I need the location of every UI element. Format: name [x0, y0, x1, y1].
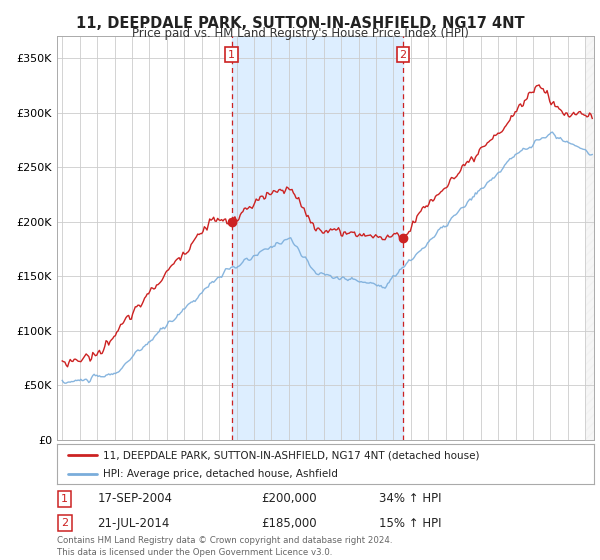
Text: 2: 2 — [61, 518, 68, 528]
Text: 34% ↑ HPI: 34% ↑ HPI — [379, 492, 442, 505]
Bar — [585, 36, 594, 440]
Text: 1: 1 — [61, 494, 68, 503]
Text: 1: 1 — [228, 49, 235, 59]
Text: Price paid vs. HM Land Registry's House Price Index (HPI): Price paid vs. HM Land Registry's House … — [131, 27, 469, 40]
Text: Contains HM Land Registry data © Crown copyright and database right 2024.
This d: Contains HM Land Registry data © Crown c… — [57, 536, 392, 557]
Text: 11, DEEPDALE PARK, SUTTON-IN-ASHFIELD, NG17 4NT (detached house): 11, DEEPDALE PARK, SUTTON-IN-ASHFIELD, N… — [103, 450, 479, 460]
Text: 15% ↑ HPI: 15% ↑ HPI — [379, 516, 442, 530]
Bar — [232, 36, 403, 440]
Text: £200,000: £200,000 — [261, 492, 317, 505]
Text: HPI: Average price, detached house, Ashfield: HPI: Average price, detached house, Ashf… — [103, 469, 338, 479]
Text: 17-SEP-2004: 17-SEP-2004 — [97, 492, 172, 505]
Text: 21-JUL-2014: 21-JUL-2014 — [97, 516, 170, 530]
Text: 2: 2 — [400, 49, 407, 59]
Text: 11, DEEPDALE PARK, SUTTON-IN-ASHFIELD, NG17 4NT: 11, DEEPDALE PARK, SUTTON-IN-ASHFIELD, N… — [76, 16, 524, 31]
Text: £185,000: £185,000 — [261, 516, 317, 530]
